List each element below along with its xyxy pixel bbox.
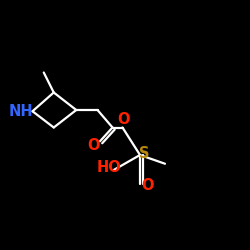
Text: S: S <box>139 146 150 161</box>
Text: O: O <box>118 112 130 128</box>
Text: O: O <box>87 138 99 152</box>
Text: O: O <box>141 178 153 192</box>
Text: HO: HO <box>96 160 121 175</box>
Text: NH: NH <box>9 104 34 119</box>
